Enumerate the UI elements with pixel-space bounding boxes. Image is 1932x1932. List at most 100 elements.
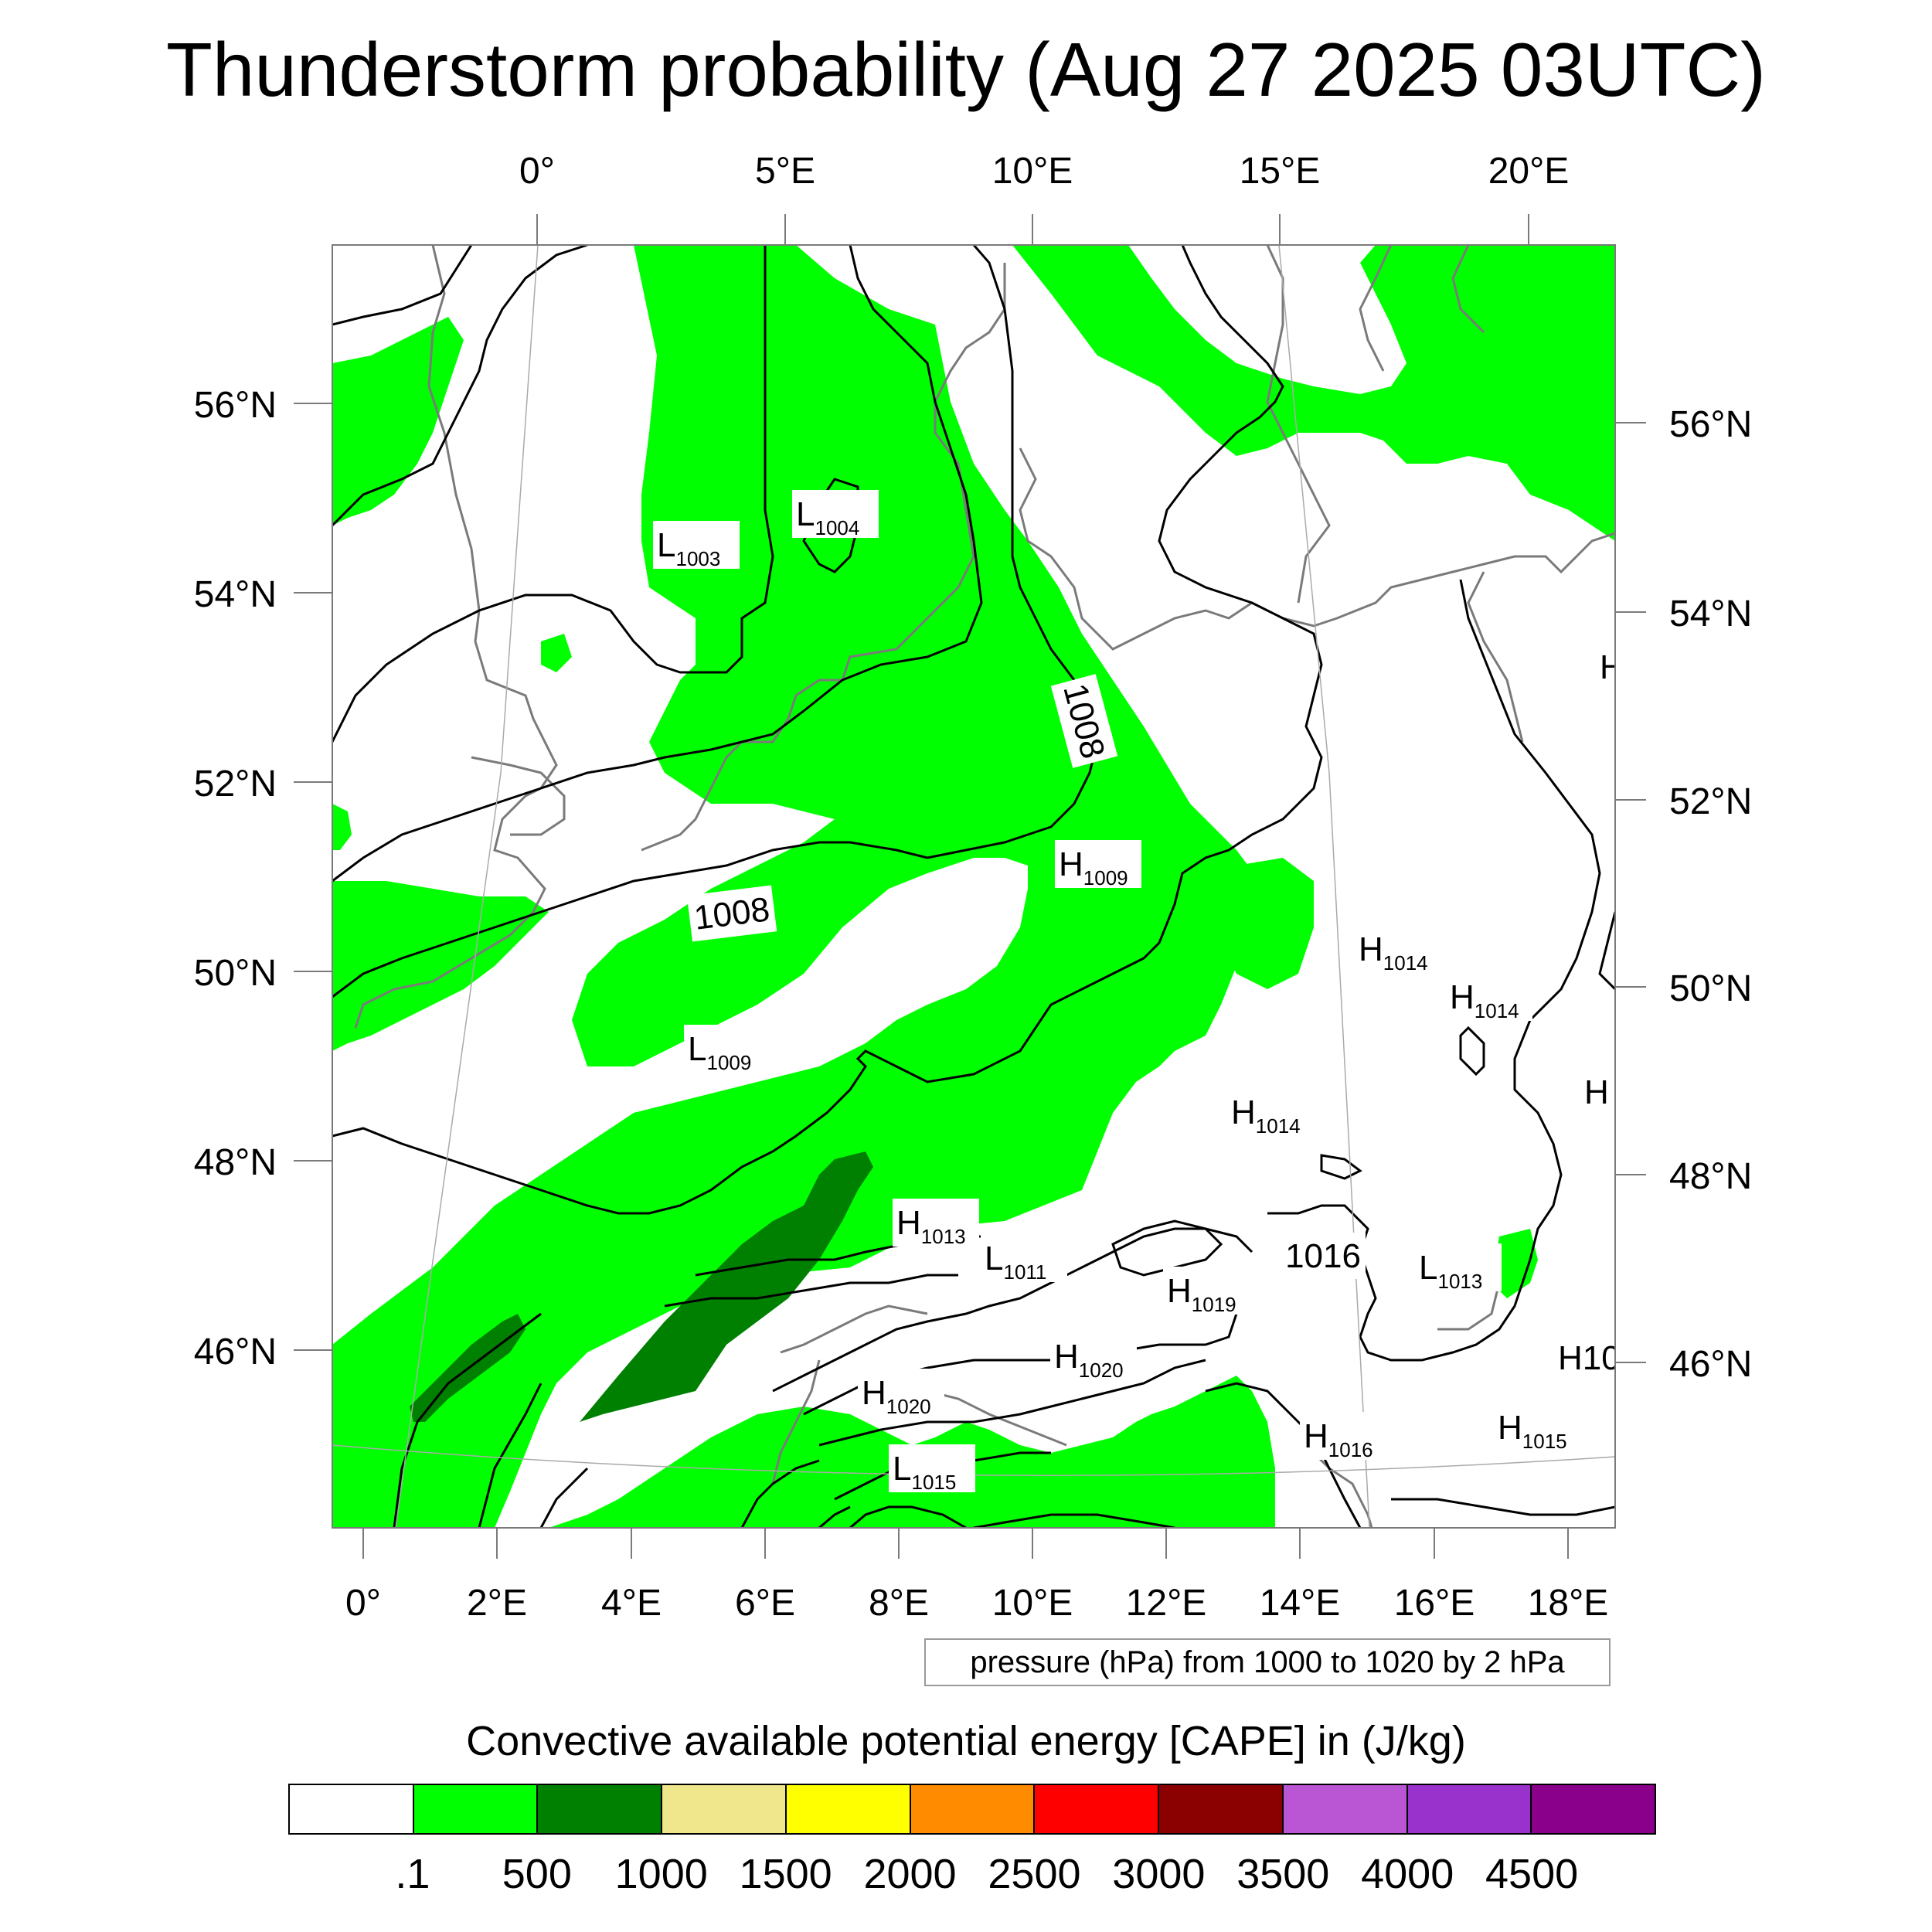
colorbar-label: 3000 — [1112, 1851, 1206, 1897]
tick-label: 8°E — [869, 1583, 929, 1624]
contour-info-box: pressure (hPa) from 1000 to 1020 by 2 hP… — [924, 1638, 1611, 1686]
left-axis-labels: 56°N 54°N 52°N 50°N 48°N 46°N — [194, 385, 277, 1372]
colorbar-box — [1532, 1785, 1655, 1833]
edge-pressure-label: H101 — [1558, 1339, 1639, 1377]
isobar-label-text: 1016 — [1285, 1237, 1361, 1275]
pressure-label: L1013 — [1415, 1243, 1502, 1293]
svg-text:L1011: L1011 — [985, 1240, 1046, 1284]
tick-label: 54°N — [194, 574, 277, 615]
tick-label: 0° — [345, 1583, 381, 1624]
colorbar-box — [290, 1785, 414, 1833]
top-axis — [536, 214, 1529, 245]
isobar-label-text: 1008 — [692, 890, 771, 937]
map-plot-area: 1008 1008 1016 L1003 L1004 H1009 — [332, 245, 1639, 1528]
pressure-label: H1016 — [1300, 1412, 1386, 1461]
right-axis — [1615, 422, 1646, 1363]
pressure-label: H1013 — [893, 1199, 979, 1248]
pressure-label: H1014 — [1227, 1088, 1314, 1138]
svg-text:H1015: H1015 — [1498, 1409, 1567, 1453]
edge-pressure-label: H — [1600, 648, 1624, 686]
colorbar-title: Convective available potential energy [C… — [466, 1718, 1466, 1764]
tick-label: 56°N — [194, 385, 277, 426]
tick-label: 54°N — [1669, 594, 1752, 634]
tick-label: 56°N — [1669, 404, 1752, 445]
colorbar-label: 2500 — [988, 1851, 1081, 1897]
colorbar-label: 1500 — [739, 1851, 832, 1897]
colorbar-box — [786, 1785, 911, 1833]
pressure-label: L1004 — [792, 490, 879, 539]
svg-text:H1016: H1016 — [1304, 1417, 1373, 1461]
coastlines — [354, 245, 1615, 1528]
tick-label: 6°E — [735, 1583, 795, 1624]
colorbar-box — [1283, 1785, 1408, 1833]
pressure-label: L1003 — [653, 521, 740, 570]
colorbar-box — [413, 1785, 539, 1833]
tick-label: 0° — [519, 151, 555, 192]
svg-text:H1014: H1014 — [1231, 1094, 1301, 1138]
map-frame — [332, 244, 1616, 1529]
tick-label: 48°N — [194, 1142, 277, 1183]
svg-text:H1020: H1020 — [1054, 1338, 1124, 1382]
pressure-label: L1015 — [889, 1444, 975, 1494]
colorbar-box — [662, 1785, 787, 1833]
tick-label: 15°E — [1240, 151, 1321, 192]
tick-label: 5°E — [755, 151, 815, 192]
colorbar-label: .1 — [395, 1851, 430, 1897]
colorbar-label: 1000 — [614, 1851, 708, 1897]
tick-label: 18°E — [1528, 1583, 1609, 1624]
colorbar-box — [1035, 1785, 1160, 1833]
svg-text:L1004: L1004 — [796, 495, 859, 539]
edge-pressure-label: H — [1584, 1073, 1609, 1111]
colorbar-box — [538, 1785, 663, 1833]
colorbar-box — [910, 1785, 1036, 1833]
colorbar-label: 4000 — [1361, 1851, 1454, 1897]
tick-label: 16°E — [1394, 1583, 1475, 1624]
bottom-axis — [362, 1528, 1569, 1559]
svg-text:H1014: H1014 — [1359, 930, 1428, 975]
map-title: Thunderstorm probability (Aug 27 2025 03… — [166, 27, 1766, 112]
svg-text:H1013: H1013 — [896, 1204, 966, 1248]
svg-text:H1009: H1009 — [1059, 845, 1128, 889]
tick-label: 10°E — [992, 151, 1073, 192]
tick-label: 46°N — [1669, 1344, 1752, 1385]
isobar-label-1008-west: 1008 — [686, 885, 777, 942]
tick-label: 50°N — [194, 953, 277, 994]
colorbar-label: 2000 — [863, 1851, 957, 1897]
pressure-labels: L1003 L1004 H1009 L1009 H1014 H1014 — [653, 490, 1639, 1494]
svg-text:H1019: H1019 — [1167, 1272, 1236, 1316]
tick-label: 50°N — [1669, 968, 1752, 1009]
tick-label: 12°E — [1126, 1583, 1207, 1624]
colorbar-box — [1159, 1785, 1284, 1833]
tick-label: 4°E — [601, 1583, 662, 1624]
right-axis-labels: 56°N 54°N 52°N 50°N 48°N 46°N — [1669, 404, 1752, 1385]
pressure-label: H1014 — [1355, 925, 1441, 975]
pressure-label: H1009 — [1055, 840, 1141, 889]
colorbar-label: 500 — [502, 1851, 572, 1897]
tick-label: 52°N — [1669, 781, 1752, 822]
colorbar — [288, 1784, 1656, 1835]
left-axis — [294, 403, 332, 1351]
pressure-label: L1009 — [684, 1025, 770, 1074]
svg-text:H1020: H1020 — [862, 1374, 931, 1418]
svg-text:L1013: L1013 — [1419, 1249, 1482, 1293]
bottom-axis-labels: 0° 2°E 4°E 6°E 8°E 10°E 12°E 14°E 16°E 1… — [345, 1583, 1608, 1624]
pressure-label: H1019 — [1163, 1267, 1250, 1316]
pressure-label: H1014 — [1446, 973, 1532, 1022]
pressure-label: H1015 — [1494, 1403, 1580, 1453]
svg-text:L1003: L1003 — [657, 526, 720, 570]
tick-label: 20°E — [1488, 151, 1570, 192]
svg-text:H1014: H1014 — [1450, 978, 1519, 1022]
pressure-label: H1020 — [1050, 1332, 1137, 1382]
svg-text:L1015: L1015 — [893, 1450, 956, 1494]
svg-text:L1009: L1009 — [688, 1030, 751, 1074]
tick-label: 48°N — [1669, 1156, 1752, 1197]
tick-label: 10°E — [992, 1583, 1073, 1624]
pressure-label: H1020 — [858, 1369, 944, 1418]
tick-label: 2°E — [467, 1583, 527, 1624]
colorbar-labels: .1 500 1000 1500 2000 2500 3000 3500 4000 4500 — [0, 1847, 1932, 1901]
colorbar-label: 3500 — [1236, 1851, 1330, 1897]
top-axis-labels: 0° 5°E 10°E 15°E 20°E — [519, 151, 1569, 192]
colorbar-label: 4500 — [1485, 1851, 1579, 1897]
tick-label: 46°N — [194, 1332, 277, 1372]
